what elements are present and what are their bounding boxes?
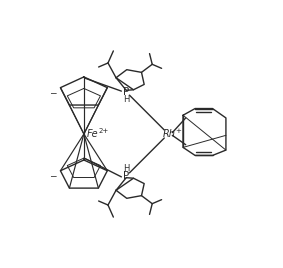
Text: Rh: Rh: [163, 129, 176, 139]
Text: +: +: [175, 128, 181, 134]
Text: H: H: [123, 164, 129, 173]
Text: 2+: 2+: [98, 128, 109, 134]
Text: P: P: [123, 170, 129, 181]
Text: −: −: [49, 171, 57, 180]
Text: H: H: [123, 95, 129, 104]
Text: P: P: [123, 87, 129, 98]
Text: −: −: [49, 88, 57, 97]
Text: Fe: Fe: [87, 129, 98, 139]
